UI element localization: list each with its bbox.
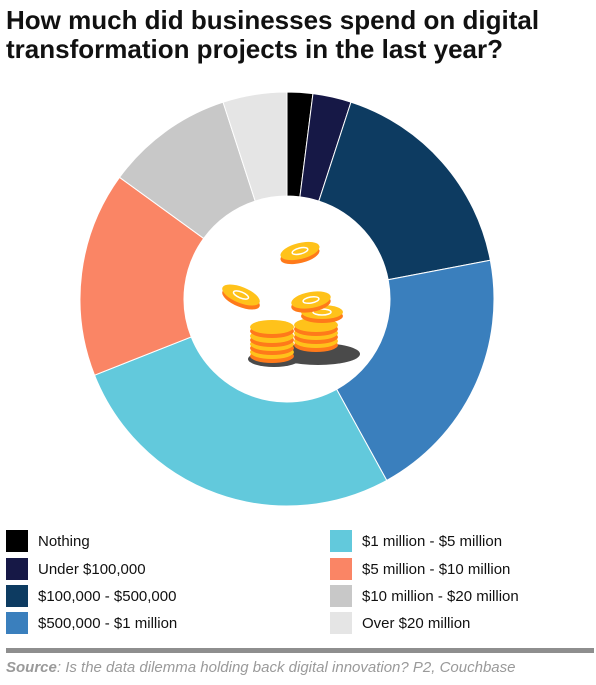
chart-title: How much did businesses spend on digital… <box>6 5 540 64</box>
legend-item: Under $100,000 <box>6 558 146 580</box>
legend-label: Nothing <box>38 532 90 550</box>
coin-floating <box>291 291 331 313</box>
coin-stack-left <box>250 320 294 363</box>
legend-item: $500,000 - $1 million <box>6 612 177 634</box>
legend-swatch <box>330 558 352 580</box>
coin-floating <box>222 284 260 310</box>
legend-swatch <box>330 585 352 607</box>
donut-slice <box>93 336 388 507</box>
legend-swatch <box>6 612 28 634</box>
legend-label: Over $20 million <box>362 614 471 632</box>
legend-item: Nothing <box>6 530 90 552</box>
legend-swatch <box>6 530 28 552</box>
legend-label: $100,000 - $500,000 <box>38 587 177 605</box>
donut-slice <box>335 259 495 482</box>
legend-label: Under $100,000 <box>38 560 146 578</box>
legend-label: $10 million - $20 million <box>362 587 519 605</box>
legend-item: $10 million - $20 million <box>330 585 519 607</box>
footer-divider <box>6 648 594 653</box>
coin-floating <box>280 241 320 265</box>
legend-label: $500,000 - $1 million <box>38 614 178 632</box>
legend-label: $1 million - $5 million <box>362 532 503 550</box>
donut-slices <box>79 91 495 507</box>
legend-swatch <box>6 585 28 607</box>
legend-item: Over $20 million <box>330 612 470 634</box>
legend-item: $100,000 - $500,000 <box>6 585 176 607</box>
source-label: Source <box>6 659 57 676</box>
donut-chart <box>79 91 495 507</box>
donut-slice <box>79 176 205 376</box>
source-text: : Is the data dilemma holding back digit… <box>56 659 516 676</box>
legend-label: $5 million - $10 million <box>362 560 511 578</box>
legend-swatch <box>330 530 352 552</box>
legend-item: $1 million - $5 million <box>330 530 502 552</box>
coins-illustration <box>222 241 360 367</box>
coin-stack-right <box>294 305 343 352</box>
donut-slice <box>318 101 491 281</box>
source-note: Source: Is the data dilemma holding back… <box>6 659 515 676</box>
legend-item: $5 million - $10 million <box>330 558 510 580</box>
donut-slice <box>222 91 288 202</box>
chart-legend: Nothing Under $100,000 $100,000 - $500,0… <box>0 530 596 640</box>
legend-swatch <box>330 612 352 634</box>
legend-swatch <box>6 558 28 580</box>
